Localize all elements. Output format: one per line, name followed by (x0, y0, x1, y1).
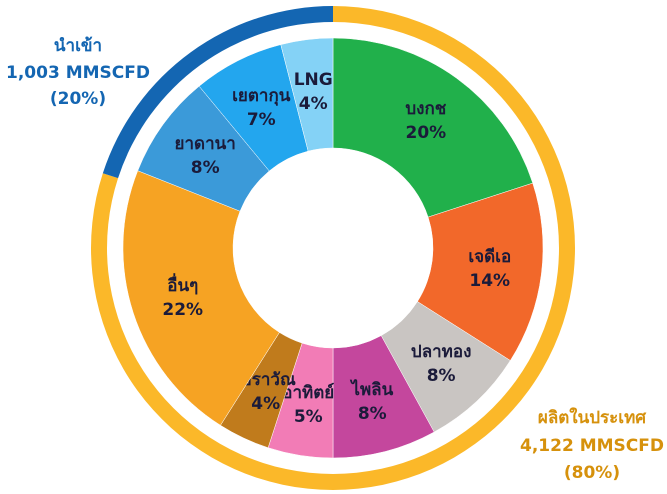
segment-name: อื่นๆ (167, 273, 198, 296)
donut-segment (280, 37, 334, 152)
segment-value: 4% (299, 94, 328, 114)
domestic-label: ผลิตในประเทศ 4,122 MMSCFD (80%) (520, 407, 664, 483)
ring-name: นำเข้า (54, 36, 102, 56)
segment-value: 4% (251, 394, 280, 414)
segment-name: ยาดานา (175, 134, 236, 154)
segment-value: 7% (247, 110, 276, 130)
ring-segment (102, 6, 333, 179)
donut-segment (122, 170, 280, 426)
segment-name: ปลาทอง (411, 342, 471, 362)
ring-volume: 4,122 MMSCFD (520, 436, 664, 456)
segment-name: LNG (294, 70, 333, 90)
segment-value: 22% (162, 300, 203, 320)
ring-name: ผลิตในประเทศ (538, 407, 647, 428)
segment-name: เจดีเอ (468, 246, 511, 267)
segment-value: 5% (294, 407, 323, 427)
segment-value: 14% (469, 271, 510, 291)
segment-value: 20% (406, 123, 447, 143)
segment-value: 8% (427, 366, 456, 386)
import-label: นำเข้า 1,003 MMSCFD (20%) (6, 36, 150, 109)
segment-name: บงกช (405, 99, 446, 119)
segment-value: 8% (358, 404, 387, 424)
segment-name: ไพลิน (349, 379, 393, 400)
segment-name: เยตากุน (232, 86, 291, 106)
segment-name: อาทิตย์ (282, 382, 334, 403)
ring-share: (20%) (50, 89, 106, 109)
donut-segment (332, 37, 534, 218)
donut-segment (417, 182, 544, 361)
segment-value: 8% (191, 158, 220, 178)
ring-volume: 1,003 MMSCFD (6, 63, 150, 83)
ring-share: (80%) (564, 463, 620, 483)
